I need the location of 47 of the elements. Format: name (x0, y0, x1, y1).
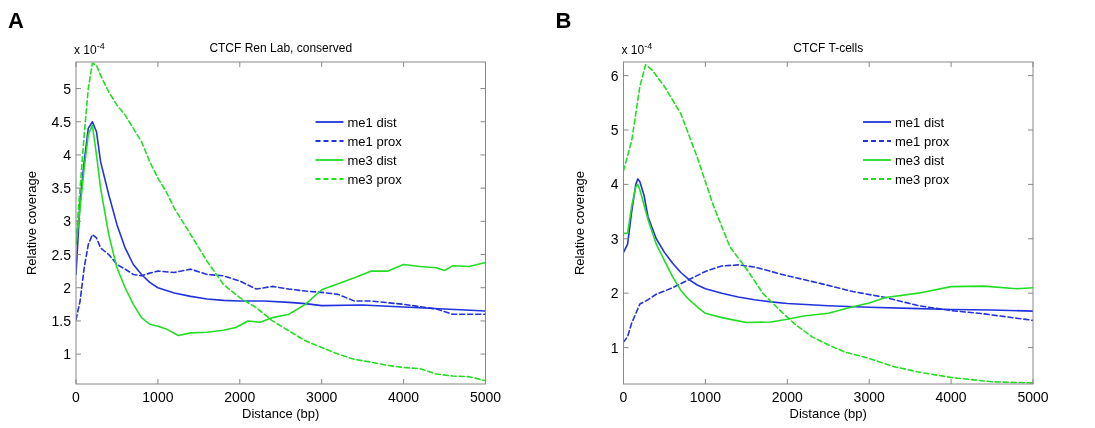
y-tick-label: 2 (63, 279, 72, 296)
x-tick-label: 2000 (771, 389, 804, 405)
y-tick-label: 1 (63, 346, 72, 363)
x-tick-label: 3000 (853, 389, 885, 405)
y-tick-label: 3 (610, 230, 619, 247)
y-tick-label: 2 (610, 285, 619, 302)
x-tick-label: 1000 (142, 389, 174, 405)
x-tick-label: 0 (619, 389, 628, 405)
chart-title: CTCF Ren Lab, conserved (209, 41, 353, 55)
legend-label: me1 dist (347, 115, 398, 130)
text: B (555, 8, 572, 33)
y-tick-label: 3 (63, 213, 72, 230)
legend-label: me3 dist (895, 153, 945, 168)
x-tick-label: 2000 (224, 389, 256, 405)
line-series (76, 62, 486, 382)
text: A (8, 8, 24, 33)
text: x 10$^{-4}$ (621, 41, 653, 57)
legend-label: me1 prox (895, 134, 950, 149)
y-tick-label: 1.5 (51, 312, 72, 329)
x-tick-label: 3000 (306, 389, 338, 405)
chart-title: CTCF T-cells (793, 41, 864, 55)
legend-label: me3 prox (347, 172, 403, 187)
x-tick-label: 4000 (388, 389, 420, 405)
y-tick-label: 5 (63, 80, 72, 97)
text: x 10$^{-4}$ (74, 41, 105, 57)
x-axis-title: Distance (bp) (242, 406, 320, 421)
x-tick-label: 1000 (689, 389, 722, 405)
x-tick-label: 0 (72, 389, 81, 405)
y-tick-label: 4 (610, 176, 619, 193)
x-tick-label: 4000 (935, 389, 967, 405)
y-tick-label: 2.5 (51, 246, 72, 263)
x-axis-title: Distance (bp) (789, 406, 867, 421)
legend-label: me3 dist (347, 153, 398, 168)
legend-label: me1 dist (895, 115, 945, 130)
y-axis-title: Relative coverage (571, 170, 587, 276)
line-series (623, 63, 1033, 384)
y-tick-label: 4 (63, 146, 72, 163)
y-tick-label: 5 (610, 121, 619, 138)
legend-label: me1 prox (347, 134, 403, 149)
x-tick-label: 5000 (469, 389, 502, 405)
y-tick-label: 6 (610, 67, 619, 84)
y-tick-label: 3.5 (51, 180, 72, 197)
y-axis-title: Relative coverage (24, 170, 39, 276)
legend-label: me3 prox (895, 172, 950, 187)
y-tick-label: 1 (610, 339, 619, 356)
y-tick-label: 4.5 (51, 113, 72, 130)
x-tick-label: 5000 (1017, 389, 1049, 405)
